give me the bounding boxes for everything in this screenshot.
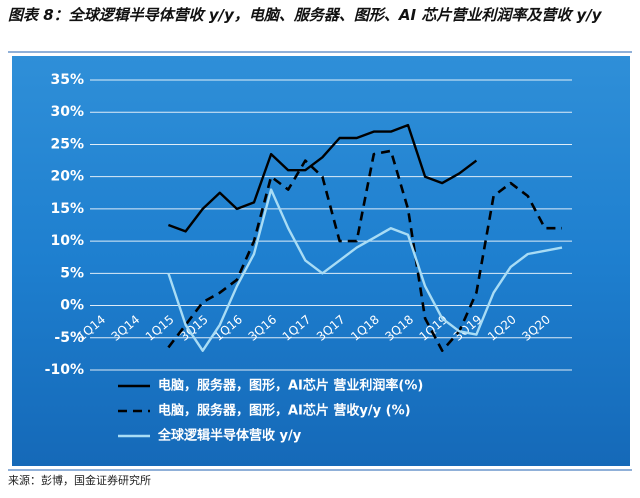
title-box: 图表 8：全球逻辑半导体营收 y/y，电脑、服务器、图形、AI 芯片营业利润率及… [8, 6, 602, 24]
y-tick-label: 10% [50, 233, 84, 249]
y-tick-label: 30% [50, 104, 84, 120]
y-tick-label: 5% [60, 265, 84, 281]
y-tick-label: 20% [50, 169, 84, 185]
series-line [167, 188, 563, 352]
legend-label: 全球逻辑半导体营收 y/y [157, 428, 302, 444]
source: 来源：彭博，国金证券研究所 [8, 473, 151, 487]
y-tick-label: 0% [60, 298, 84, 314]
series-line [167, 123, 478, 233]
chart-title: 图表 8：全球逻辑半导体营收 y/y，电脑、服务器、图形、AI 芯片营业利润率及… [8, 6, 602, 24]
y-tick-label: -10% [45, 362, 84, 378]
y-tick-label: -5% [54, 330, 84, 346]
legend-label: 电脑，服务器，图形，AI芯片 营业利润率(%) [158, 378, 423, 394]
legend-label: 电脑，服务器，图形，AI芯片 营收y/y (%) [158, 403, 411, 419]
y-tick-label: 35% [50, 72, 84, 88]
plot-background [12, 56, 630, 466]
y-tick-label: 15% [50, 201, 84, 217]
y-tick-label: 25% [50, 136, 84, 152]
series-line [167, 149, 562, 352]
